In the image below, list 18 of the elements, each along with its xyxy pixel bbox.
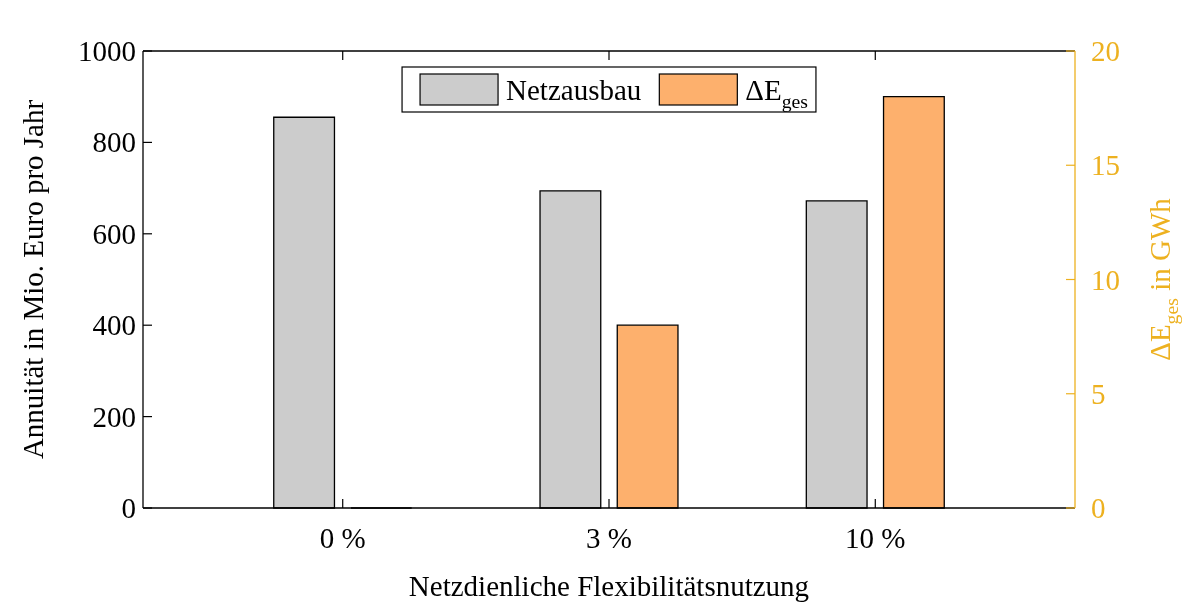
y2-tick-label: 5	[1091, 377, 1106, 410]
y-tick-label: 0	[121, 492, 136, 524]
legend-label: ΔE$_{ges}$	[745, 73, 808, 112]
y-axis-title: Annuität in Mio. Euro pro Jahr	[17, 99, 49, 460]
y-tick-label: 600	[92, 217, 136, 250]
y2-tick-label: 20	[1091, 35, 1120, 67]
x-tick-label: 3 %	[586, 522, 632, 554]
x-tick-label: 10 %	[845, 522, 906, 554]
y2-tick-label: 10	[1091, 263, 1120, 296]
y-tick-label: 400	[92, 309, 136, 342]
legend-label: Netzausbau	[506, 73, 642, 106]
y2-tick-label: 0	[1091, 492, 1106, 524]
y-tick-label: 200	[92, 400, 136, 433]
y-tick-label: 1000	[78, 35, 136, 67]
x-tick-label: 0 %	[319, 522, 366, 554]
y2-tick-label: 15	[1091, 149, 1120, 182]
x-axis-title: Netzdienliche Flexibilitätsnutzung	[408, 570, 810, 602]
y-tick-label: 800	[92, 126, 136, 159]
